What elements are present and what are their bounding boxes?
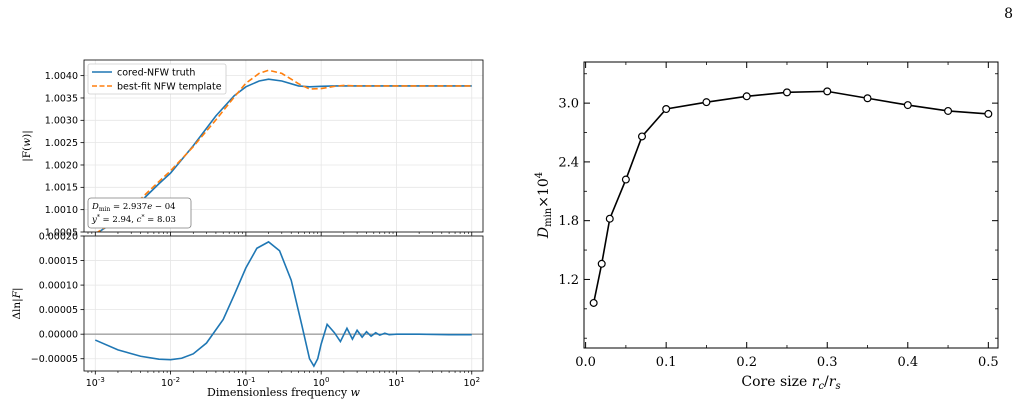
x-tick-label: 0.0 — [575, 355, 596, 370]
x-tick-label: 0.4 — [897, 355, 918, 370]
residual-line — [94, 240, 472, 368]
data-point — [742, 92, 751, 101]
axes-frame — [583, 61, 999, 349]
legend: cored-NFW truth best-fit NFW template — [87, 63, 227, 95]
right-panel: 0.0 0.1 0.2 0.3 0.4 0.5 1.2 1.8 2.4 3.0 Core size … — [534, 61, 999, 392]
x-tick-label: 0.5 — [978, 355, 999, 370]
x-axis-label-frequency: Dimensionless frequency w — [207, 386, 360, 399]
top-y-axis-label: |F(w)| — [21, 130, 34, 162]
data-point — [589, 298, 598, 307]
x-tick-label: 0.3 — [817, 355, 838, 370]
data-point — [863, 94, 872, 103]
x-tick-label: 10-3 — [86, 376, 105, 389]
axes-frame — [83, 235, 484, 372]
legend-label-template: best-fit NFW template — [117, 82, 222, 93]
y-tick-label: 1.8 — [558, 214, 579, 229]
y-tick-label: 1.0010 — [45, 205, 78, 216]
x-tick-label: 100 — [313, 376, 330, 389]
y-tick-label: −0.00005 — [31, 354, 78, 365]
y-tick-label: 0.00010 — [39, 280, 78, 291]
data-point — [637, 132, 646, 141]
y-tick-label: 1.0005 — [45, 227, 78, 238]
x-tick-label: 10-2 — [161, 376, 180, 389]
data-point — [984, 109, 993, 118]
x-tick-label: 0.1 — [656, 355, 677, 370]
y-tick-label: 1.0025 — [45, 138, 78, 149]
data-point — [782, 88, 791, 97]
template-line — [96, 69, 472, 232]
data-point — [597, 259, 606, 268]
annotation-fit-params: y* = 2.94, c* = 8.03 — [91, 214, 176, 225]
y-tick-label: 0.00020 — [39, 231, 78, 242]
bottom-left-panel: −0.00005 0.00000 0.00005 0.00010 0.00015 0.00… — [31, 231, 484, 389]
y-tick-label: 0.00005 — [39, 305, 78, 316]
x-tick-label: 0.2 — [736, 355, 757, 370]
y-tick-label: 0.00000 — [39, 329, 78, 340]
y-tick-label: 0.00015 — [39, 256, 78, 267]
x-tick-label: 102 — [463, 376, 480, 389]
legend-box — [87, 63, 227, 95]
y-tick-label: 1.0035 — [45, 93, 78, 104]
data-point — [621, 175, 630, 184]
annotation-box — [87, 197, 192, 229]
y-tick-label: 1.0040 — [45, 71, 78, 82]
data-point — [702, 98, 711, 107]
page-number: 8 — [1004, 6, 1013, 22]
data-point — [662, 105, 671, 114]
data-point — [605, 214, 614, 223]
x-axis-label-core-size: Core size rc/rs — [741, 374, 840, 392]
data-point — [823, 87, 832, 96]
x-tick-label: 10-1 — [236, 376, 255, 389]
data-point — [903, 101, 912, 110]
y-tick-label: 1.0020 — [45, 160, 78, 171]
y-tick-label: 1.2 — [558, 273, 579, 288]
axes-frame — [83, 59, 484, 233]
annotation-dmin: Dmin = 2.937e − 04 — [91, 202, 176, 213]
x-tick-label: 101 — [388, 376, 405, 389]
y-tick-label: 1.0030 — [45, 116, 78, 127]
truth-line — [97, 78, 472, 232]
y-tick-label: 3.0 — [558, 97, 579, 112]
fit-annotation: Dmin = 2.937e − 04y* = 2.94, c* = 8.03 — [87, 197, 192, 229]
y-axis-label-dmin: Dmin×104 — [534, 172, 554, 239]
y-tick-label: 2.4 — [558, 155, 579, 170]
dmin-line — [592, 90, 989, 304]
bottom-y-axis-label: Δln|F| — [11, 287, 24, 319]
legend-label-truth: cored-NFW truth — [117, 68, 195, 79]
data-point — [944, 106, 953, 115]
y-tick-label: 1.0015 — [45, 183, 78, 194]
